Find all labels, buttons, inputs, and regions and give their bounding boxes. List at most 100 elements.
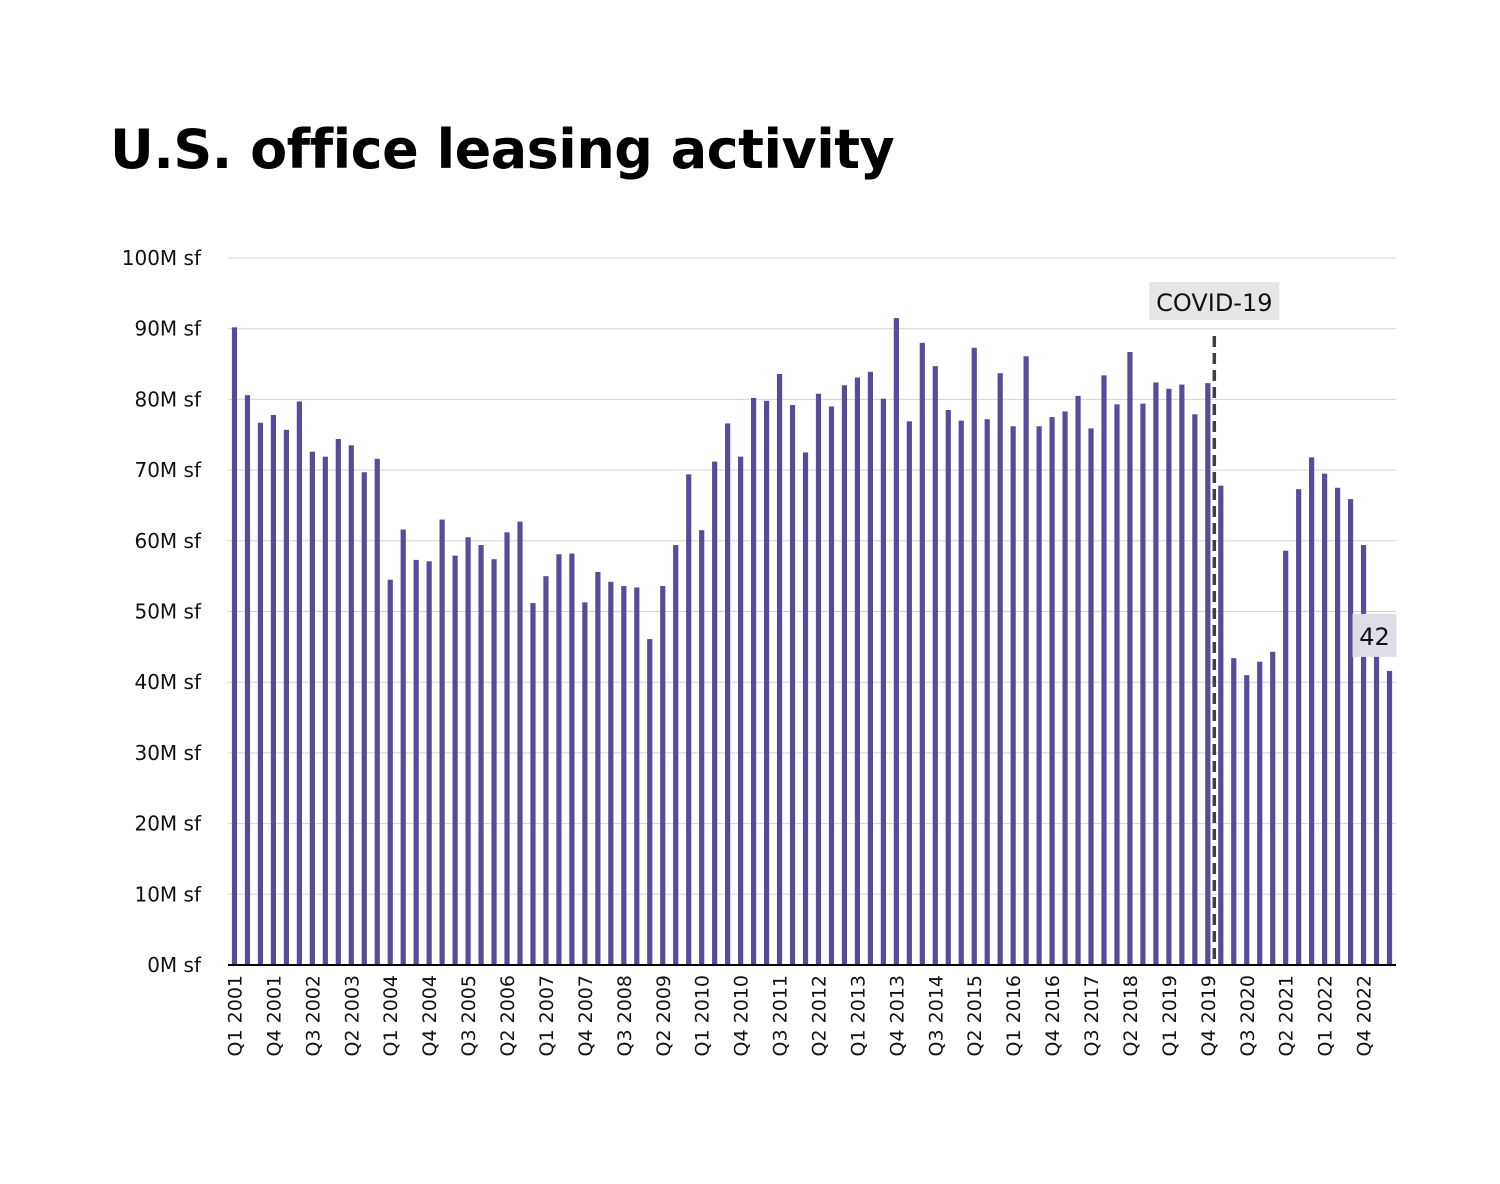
bar xyxy=(452,555,458,965)
bar xyxy=(738,456,744,965)
y-tick-label: 60M sf xyxy=(134,529,201,553)
bar xyxy=(919,342,925,966)
x-tick-label: Q3 2017 xyxy=(1081,975,1103,1056)
bar xyxy=(1101,375,1107,965)
y-tick-label: 20M sf xyxy=(134,812,201,836)
x-tick-label: Q1 2019 xyxy=(1159,975,1181,1056)
bar xyxy=(751,397,757,966)
annotations: COVID-19 42 xyxy=(1149,282,1397,965)
bar xyxy=(231,327,238,965)
bar xyxy=(828,406,835,966)
bar xyxy=(1360,545,1367,965)
bar xyxy=(1244,675,1250,965)
bar xyxy=(491,559,497,965)
bar xyxy=(1179,384,1185,966)
x-tick-label: Q1 2010 xyxy=(692,975,714,1056)
y-tick-label: 100M sf xyxy=(122,246,202,270)
bar xyxy=(1036,426,1042,965)
bar xyxy=(932,366,938,965)
bar xyxy=(1283,550,1289,965)
x-tick-label: Q3 2008 xyxy=(614,975,636,1056)
x-tick-label: Q3 2011 xyxy=(770,975,792,1056)
x-tick-label: Q3 2005 xyxy=(458,975,480,1056)
bar xyxy=(296,401,302,965)
gridlines xyxy=(228,257,1396,895)
y-axis: 0M sf 10M sf 20M sf 30M sf 40M sf 50M sf 60M s… xyxy=(122,246,202,977)
bar xyxy=(971,347,977,965)
bar xyxy=(660,586,666,965)
bar xyxy=(854,377,861,965)
bar xyxy=(712,461,718,965)
bar xyxy=(387,579,393,965)
bar xyxy=(763,400,770,966)
bar xyxy=(595,571,601,965)
bar xyxy=(283,429,289,965)
bar xyxy=(257,422,264,966)
bar xyxy=(1335,487,1341,965)
bar xyxy=(530,603,536,965)
bar xyxy=(1257,661,1263,965)
y-tick-label: 40M sf xyxy=(134,670,201,694)
bar xyxy=(621,586,627,965)
bar xyxy=(478,545,484,965)
y-tick-label: 90M sf xyxy=(134,317,201,341)
bar xyxy=(1010,426,1016,965)
bar xyxy=(1309,457,1315,965)
bar xyxy=(906,421,912,965)
bar xyxy=(673,545,679,965)
bar xyxy=(802,452,809,965)
x-tick-label: Q4 2004 xyxy=(419,975,441,1056)
x-tick-label: Q1 2013 xyxy=(847,975,869,1056)
bar xyxy=(1386,670,1393,965)
bar xyxy=(426,561,432,965)
x-tick-label: Q4 2016 xyxy=(1042,975,1064,1056)
bar xyxy=(556,554,562,965)
bars xyxy=(231,318,1393,966)
bar xyxy=(1322,473,1328,965)
bar xyxy=(1270,651,1276,965)
bar xyxy=(361,472,367,965)
y-tick-label: 0M sf xyxy=(147,953,202,977)
y-tick-label: 10M sf xyxy=(134,882,201,906)
bar xyxy=(1023,356,1029,965)
bar xyxy=(1049,417,1055,965)
x-tick-label: Q2 2021 xyxy=(1276,975,1298,1056)
x-tick-label: Q4 2013 xyxy=(886,975,908,1056)
bar xyxy=(815,393,822,965)
bar xyxy=(322,456,328,965)
bar xyxy=(309,451,315,965)
x-tick-label: Q4 2007 xyxy=(575,975,597,1056)
bar xyxy=(1205,383,1211,965)
bar xyxy=(400,529,406,965)
bar xyxy=(997,373,1003,966)
x-tick-label: Q1 2022 xyxy=(1315,975,1337,1056)
bar xyxy=(1075,395,1081,965)
bar xyxy=(867,371,873,965)
bar xyxy=(1114,404,1120,965)
x-tick-label: Q2 2003 xyxy=(341,975,363,1056)
x-tick-label: Q4 2010 xyxy=(731,975,753,1056)
bar xyxy=(1127,352,1133,965)
bar xyxy=(699,530,705,965)
bar xyxy=(1218,485,1224,965)
bar xyxy=(1347,499,1354,965)
x-tick-label: Q2 2009 xyxy=(653,975,675,1056)
y-tick-label: 30M sf xyxy=(134,741,201,765)
x-tick-label: Q4 2019 xyxy=(1198,975,1220,1056)
bar xyxy=(984,419,990,965)
bar xyxy=(465,537,471,965)
bar xyxy=(945,410,951,965)
bar xyxy=(1140,403,1146,966)
bar xyxy=(413,559,419,965)
bar xyxy=(608,581,614,965)
bar xyxy=(789,405,796,965)
bar xyxy=(1062,411,1068,965)
x-tick-labels: Q1 2001 Q4 2001 Q3 2002 Q2 2003 Q1 2004 Q4 20… xyxy=(224,975,1375,1056)
bar xyxy=(841,385,848,965)
bar xyxy=(1373,636,1380,965)
bar xyxy=(569,553,575,965)
x-tick-label: Q4 2001 xyxy=(263,975,285,1056)
y-tick-label: 50M sf xyxy=(134,600,201,624)
y-tick-label: 80M sf xyxy=(134,387,201,411)
bar xyxy=(776,373,783,965)
